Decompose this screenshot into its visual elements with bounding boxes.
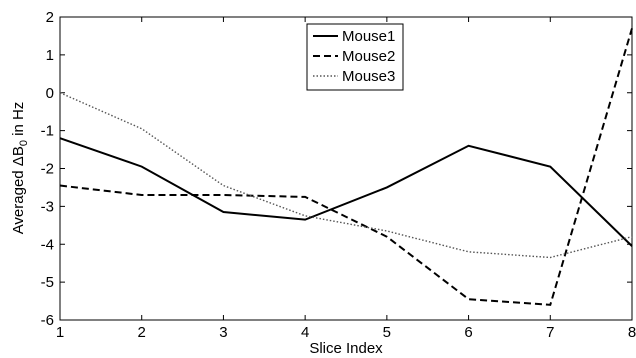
series-line-mouse2 [59,28,633,306]
x-tick-label: 5 [383,324,391,341]
legend: Mouse1 Mouse2 Mouse3 [306,23,404,91]
x-tick-label: 3 [219,324,227,341]
y-tick-label: -6 [41,312,54,329]
legend-label-mouse1: Mouse1 [342,28,395,45]
y-tick-label: 0 [46,85,54,102]
y-tick-label: -4 [41,236,54,253]
tick-group: 1 2 3 4 5 6 7 8 2 1 0 -1 -2 -3 -4 -5 -6 [41,9,636,341]
legend-label-mouse3: Mouse3 [342,68,395,85]
x-tick-label: 4 [301,324,309,341]
x-tick-label: 6 [464,324,472,341]
y-axis-label: Averaged ΔB0 in Hz [10,102,30,235]
y-tick-label: 1 [46,47,54,64]
series-line-mouse1 [59,137,633,247]
y-tick-label: 2 [46,9,54,26]
y-tick-label: -5 [41,274,54,291]
x-axis-label: Slice Index [309,340,383,357]
series-lines [59,28,633,306]
y-tick-label: -1 [41,123,54,140]
x-tick-label: 2 [138,324,146,341]
series-line-mouse3 [59,92,633,259]
legend-label-mouse2: Mouse2 [342,48,395,65]
y-tick-label: -2 [41,161,54,178]
x-tick-label: 7 [546,324,554,341]
x-tick-label: 8 [628,324,636,341]
x-tick-label: 1 [56,324,64,341]
y-tick-label: -3 [41,198,54,215]
